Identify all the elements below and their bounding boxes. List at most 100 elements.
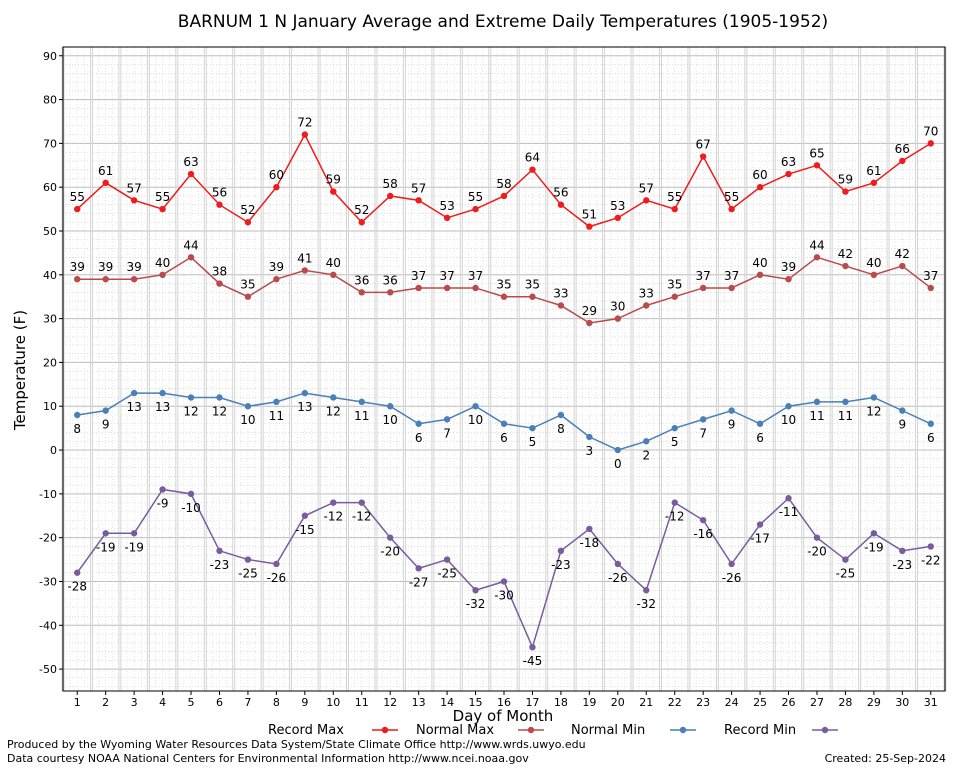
y-tick-label: 40 bbox=[43, 269, 57, 282]
normal-max-data-label: 33 bbox=[639, 286, 654, 300]
record-max-data-label: 67 bbox=[696, 138, 711, 152]
y-tick-label: 90 bbox=[43, 50, 57, 63]
record-max-data-label: 55 bbox=[468, 190, 483, 204]
x-tick-label: 12 bbox=[383, 696, 397, 709]
normal-max-point bbox=[216, 280, 223, 287]
record-max-data-label: 56 bbox=[553, 186, 568, 200]
normal-max-data-label: 37 bbox=[439, 269, 454, 283]
normal-min-data-label: 9 bbox=[102, 418, 110, 432]
x-tick-label: 13 bbox=[412, 696, 426, 709]
x-tick-label: 6 bbox=[216, 696, 223, 709]
normal-min-point bbox=[330, 394, 337, 401]
record-max-point bbox=[358, 219, 365, 226]
normal-max-data-label: 44 bbox=[183, 238, 198, 252]
normal-min-data-label: 6 bbox=[415, 431, 423, 445]
record-min-data-label: -25 bbox=[238, 567, 258, 581]
footer-credit-line-1: Produced by the Wyoming Water Resources … bbox=[7, 738, 586, 751]
normal-min-point bbox=[728, 407, 735, 414]
legend-marker-record-min bbox=[821, 726, 829, 734]
normal-min-point bbox=[159, 389, 166, 397]
record-min-data-label: -23 bbox=[210, 558, 230, 572]
record-max-data-label: 55 bbox=[667, 190, 682, 204]
record-min-data-label: -22 bbox=[921, 553, 941, 567]
record-min-data-label: -26 bbox=[608, 571, 628, 585]
record-min-point bbox=[614, 560, 622, 568]
normal-min-point bbox=[472, 403, 479, 410]
normal-max-data-label: 44 bbox=[809, 238, 824, 252]
x-tick-label: 27 bbox=[810, 696, 824, 709]
record-max-point bbox=[756, 183, 764, 191]
x-tick-label: 25 bbox=[753, 696, 767, 709]
normal-min-point bbox=[273, 398, 280, 406]
record-min-point bbox=[557, 547, 565, 555]
normal-max-point bbox=[529, 293, 536, 300]
x-tick-label: 30 bbox=[895, 696, 909, 709]
record-min-point bbox=[330, 499, 337, 506]
record-max-data-label: 60 bbox=[752, 168, 767, 182]
normal-max-point bbox=[870, 271, 878, 279]
x-tick-label: 18 bbox=[554, 696, 568, 709]
record-max-point bbox=[927, 140, 934, 147]
y-tick-label: -50 bbox=[39, 663, 57, 676]
record-min-data-label: -25 bbox=[437, 567, 457, 581]
y-tick-label: 60 bbox=[43, 181, 57, 194]
normal-max-data-label: 37 bbox=[468, 269, 483, 283]
normal-min-point bbox=[244, 403, 252, 410]
normal-min-point bbox=[927, 420, 934, 427]
normal-min-point bbox=[870, 394, 878, 401]
normal-min-point bbox=[130, 389, 138, 397]
series-group bbox=[74, 131, 934, 651]
record-min-point bbox=[643, 587, 650, 594]
normal-max-data-label: 40 bbox=[155, 256, 170, 270]
record-min-point bbox=[586, 525, 593, 533]
record-min-data-label: -20 bbox=[380, 545, 400, 559]
normal-max-data-label: 36 bbox=[383, 273, 398, 287]
x-tick-label: 31 bbox=[924, 696, 938, 709]
record-min-data-label: -19 bbox=[96, 540, 116, 554]
x-tick-label: 21 bbox=[639, 696, 653, 709]
legend-marker-normal-max bbox=[527, 726, 535, 734]
record-min-data-label: -30 bbox=[494, 588, 514, 602]
normal-min-point bbox=[529, 424, 536, 432]
normal-max-point bbox=[927, 284, 934, 292]
record-max-point bbox=[614, 214, 622, 222]
chart-title: BARNUM 1 N January Average and Extreme D… bbox=[178, 12, 828, 32]
normal-min-data-label: 13 bbox=[297, 400, 312, 414]
normal-min-data-label: 5 bbox=[529, 435, 537, 449]
x-tick-label: 2 bbox=[102, 696, 109, 709]
record-max-data-label: 63 bbox=[781, 155, 796, 169]
normal-max-data-label: 35 bbox=[496, 278, 511, 292]
normal-max-data-label: 33 bbox=[553, 286, 568, 300]
normal-min-data-label: 10 bbox=[383, 413, 398, 427]
record-max-point bbox=[586, 223, 593, 230]
record-max-data-label: 55 bbox=[724, 190, 739, 204]
normal-min-data-label: 10 bbox=[781, 413, 796, 427]
record-max-data-label: 52 bbox=[354, 203, 369, 217]
record-max-point bbox=[671, 205, 678, 213]
normal-max-data-label: 39 bbox=[70, 260, 85, 274]
normal-min-data-label: 11 bbox=[809, 409, 824, 423]
record-max-data-label: 51 bbox=[582, 208, 597, 222]
normal-max-point bbox=[159, 271, 166, 279]
normal-min-data-label: 12 bbox=[183, 404, 198, 418]
y-tick-label: 80 bbox=[43, 94, 57, 107]
normal-min-point bbox=[785, 403, 792, 410]
x-tick-label: 9 bbox=[301, 696, 308, 709]
record-min-data-label: -10 bbox=[181, 501, 201, 515]
normal-max-point bbox=[301, 267, 309, 274]
x-tick-label: 5 bbox=[188, 696, 195, 709]
x-tick-label: 19 bbox=[582, 696, 596, 709]
record-max-point bbox=[273, 183, 280, 191]
record-min-point bbox=[500, 578, 508, 585]
record-min-point bbox=[415, 565, 422, 572]
normal-min-point bbox=[301, 389, 309, 397]
record-max-data-label: 70 bbox=[923, 124, 938, 138]
x-tick-label: 26 bbox=[782, 696, 796, 709]
legend-label-normal-min: Normal Min bbox=[571, 723, 645, 738]
normal-max-point bbox=[273, 275, 280, 283]
record-min-data-label: -17 bbox=[750, 532, 770, 546]
y-tick-label: 50 bbox=[43, 225, 57, 238]
record-min-data-label: -23 bbox=[893, 558, 913, 572]
normal-max-data-label: 41 bbox=[297, 251, 312, 265]
